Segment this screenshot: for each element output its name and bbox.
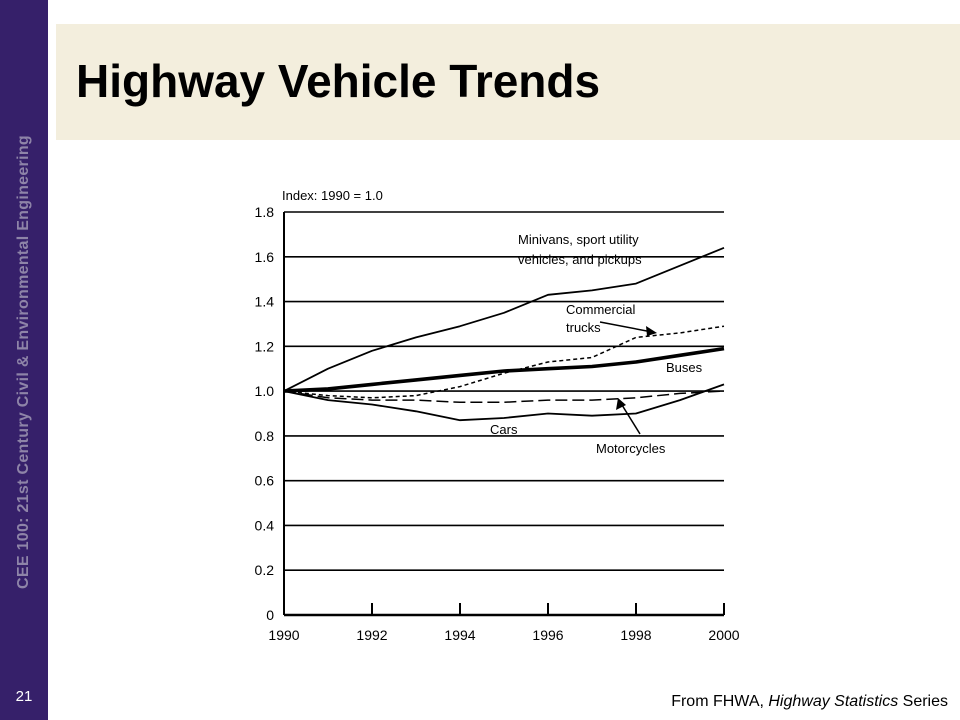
source-prefix: From FHWA, xyxy=(671,693,769,710)
x-tick-label: 1992 xyxy=(356,627,387,643)
series-line-1 xyxy=(283,246,725,392)
title-band xyxy=(56,24,960,140)
annotation-label: trucks xyxy=(566,320,601,335)
slide-number: 21 xyxy=(15,688,33,705)
annotation-label: Cars xyxy=(490,422,518,437)
arrowhead-icon xyxy=(646,326,657,336)
y-tick-label: 0.6 xyxy=(255,473,275,489)
annotation-label: Commercial xyxy=(566,302,635,317)
y-tick-label: 0.8 xyxy=(255,428,275,444)
slide-title: Highway Vehicle Trends xyxy=(76,55,601,107)
sidebar: CEE 100: 21st Century Civil & Environmen… xyxy=(0,0,48,720)
series-group xyxy=(283,246,725,422)
y-tick-label: 1.6 xyxy=(255,249,275,265)
series-line-4 xyxy=(283,383,725,422)
series-line-2 xyxy=(283,325,725,399)
y-tick-label: 0 xyxy=(266,607,274,623)
arrow-line xyxy=(599,321,653,333)
x-tick-label: 1990 xyxy=(268,627,299,643)
series-line-3 xyxy=(283,346,725,393)
y-tick-label: 1.8 xyxy=(255,204,275,220)
series-line-5 xyxy=(283,390,725,404)
annotation-label: vehicles, and pickups xyxy=(518,252,642,267)
x-tick-label: 1994 xyxy=(444,627,475,643)
annotation-label: Minivans, sport utility xyxy=(518,232,639,247)
annotation-label: Motorcycles xyxy=(596,441,666,456)
line-chart: Index: 1990 = 1.0 0 0.2 0.4 0.6 0.8 1.0 1.2 1.4… xyxy=(255,188,740,643)
course-title: CEE 100: 21st Century Civil & Environmen… xyxy=(15,135,32,589)
source-citation: From FHWA, Highway Statistics Series xyxy=(671,693,948,711)
x-tick-label: 1998 xyxy=(620,627,651,643)
x-tick-label: 2000 xyxy=(708,627,739,643)
y-tick-label: 1.4 xyxy=(255,294,275,310)
x-tick-label: 1996 xyxy=(532,627,563,643)
y-tick-label: 0.2 xyxy=(255,562,275,578)
source-suffix: Series xyxy=(898,693,948,710)
source-publication: Highway Statistics xyxy=(768,693,899,710)
annotation-label: Buses xyxy=(666,360,703,375)
axes: 0 0.2 0.4 0.6 0.8 1.0 1.2 1.4 1.6 1.8 1990 1992 1994… xyxy=(255,204,740,643)
annotation-group: Minivans, sport utility vehicles, and pic… xyxy=(490,232,703,456)
y-tick-label: 1.2 xyxy=(255,338,275,354)
y-tick-label: 1.0 xyxy=(255,383,275,399)
chart-title: Index: 1990 = 1.0 xyxy=(282,188,383,203)
grid xyxy=(284,211,724,572)
y-tick-label: 0.4 xyxy=(255,517,275,533)
arrow-line xyxy=(621,404,641,435)
arrowhead-icon xyxy=(616,398,626,410)
